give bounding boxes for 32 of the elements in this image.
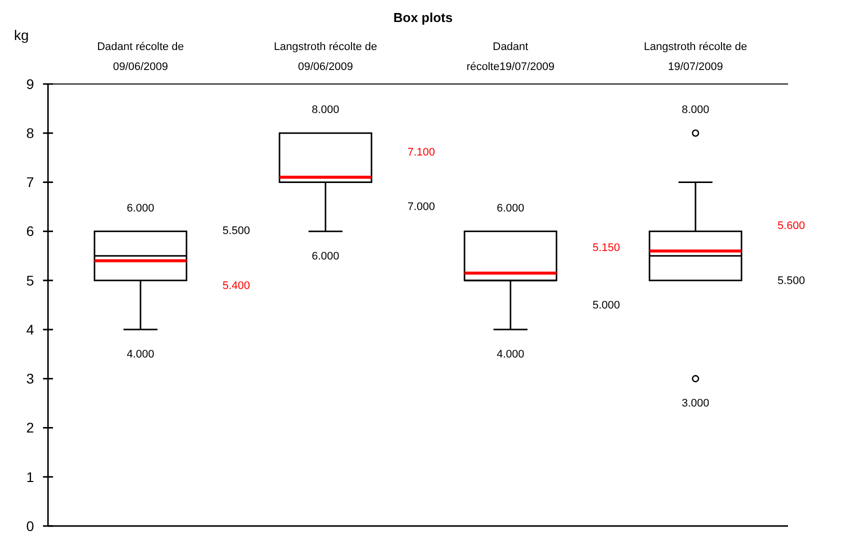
annotation: 7.100: [408, 146, 436, 158]
annotation: 5.500: [222, 224, 250, 237]
y-tick-label: 8: [26, 125, 34, 142]
chart-title: Box plots: [393, 10, 453, 25]
y-tick-label: 0: [26, 518, 34, 534]
y-tick-label: 5: [26, 272, 34, 288]
annotation: 5.000: [592, 299, 620, 312]
annotation: 6.000: [312, 250, 340, 262]
annotation: 5.500: [778, 274, 806, 287]
y-tick-label: 1: [26, 468, 34, 485]
y-tick-label: 2: [26, 420, 34, 436]
annotation: 3.000: [682, 398, 710, 410]
y-tick-label: 6: [26, 223, 34, 240]
annotation: 7.000: [408, 201, 436, 214]
annotation: 6.000: [496, 202, 524, 214]
y-axis-title: kg: [14, 27, 29, 43]
annotation: 4.000: [496, 348, 524, 361]
x-tick-label: Langstroth récolte de 09/06/2009: [274, 41, 378, 73]
y-tick-label: 7: [26, 174, 34, 190]
annotation: 5.600: [778, 220, 806, 232]
x-tick-label: Langstroth récolte de 19/07/2009: [644, 41, 748, 73]
y-tick-label: 3: [26, 370, 34, 387]
annotation: 8.000: [682, 104, 710, 116]
annotation: 4.000: [126, 348, 154, 361]
x-tick-label: Dadant récolte19/07/2009: [466, 41, 555, 73]
annotation: 5.400: [222, 280, 250, 292]
annotation: 8.000: [312, 104, 340, 116]
annotation: 6.000: [126, 202, 154, 214]
x-tick-label: Dadant récolte de 09/06/2009: [97, 41, 184, 73]
y-tick-label: 4: [26, 321, 34, 338]
annotation: 5.150: [592, 242, 620, 254]
y-tick-label: 9: [26, 76, 34, 92]
